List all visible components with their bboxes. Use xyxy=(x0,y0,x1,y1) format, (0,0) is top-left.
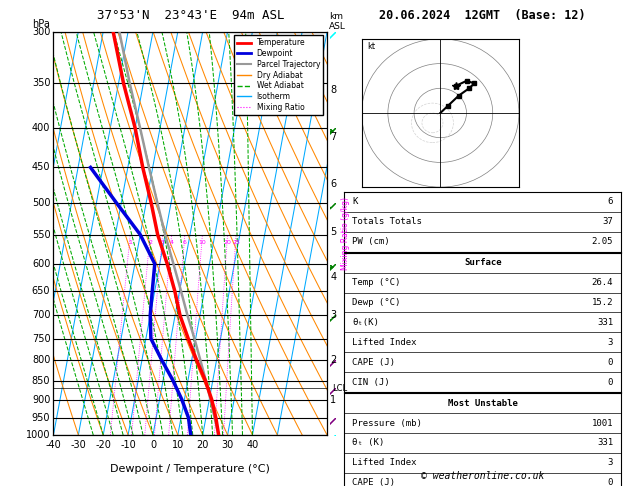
Text: 0: 0 xyxy=(608,378,613,387)
Text: 0: 0 xyxy=(608,358,613,367)
Text: 1: 1 xyxy=(330,395,337,405)
Text: -20: -20 xyxy=(95,440,111,450)
Legend: Temperature, Dewpoint, Parcel Trajectory, Dry Adiabat, Wet Adiabat, Isotherm, Mi: Temperature, Dewpoint, Parcel Trajectory… xyxy=(234,35,323,115)
Text: CIN (J): CIN (J) xyxy=(352,378,390,387)
Text: km
ASL: km ASL xyxy=(329,12,346,31)
Text: 6: 6 xyxy=(608,197,613,207)
Text: 37: 37 xyxy=(603,217,613,226)
Text: 1001: 1001 xyxy=(592,418,613,428)
Text: 37°53'N  23°43'E  94m ASL: 37°53'N 23°43'E 94m ASL xyxy=(96,9,284,22)
Text: 8: 8 xyxy=(330,85,337,95)
Text: Dewpoint / Temperature (°C): Dewpoint / Temperature (°C) xyxy=(110,464,270,474)
Text: 450: 450 xyxy=(32,162,50,173)
Text: 26.4: 26.4 xyxy=(592,278,613,287)
Text: LCL: LCL xyxy=(332,384,347,393)
Text: 1000: 1000 xyxy=(26,430,50,440)
Text: 350: 350 xyxy=(32,78,50,88)
Text: 2.05: 2.05 xyxy=(592,237,613,246)
Text: CAPE (J): CAPE (J) xyxy=(352,478,396,486)
Text: Temp (°C): Temp (°C) xyxy=(352,278,401,287)
Text: -10: -10 xyxy=(120,440,136,450)
Text: Lifted Index: Lifted Index xyxy=(352,458,417,468)
Text: 3: 3 xyxy=(608,458,613,468)
Text: 3: 3 xyxy=(330,311,337,320)
Text: 650: 650 xyxy=(32,286,50,295)
Text: Totals Totals: Totals Totals xyxy=(352,217,422,226)
Text: -30: -30 xyxy=(70,440,86,450)
Text: 600: 600 xyxy=(32,259,50,269)
Text: 20.06.2024  12GMT  (Base: 12): 20.06.2024 12GMT (Base: 12) xyxy=(379,9,586,22)
Text: kt: kt xyxy=(367,42,375,51)
Text: 10: 10 xyxy=(199,240,206,244)
Text: 2: 2 xyxy=(330,355,337,365)
Text: Pressure (mb): Pressure (mb) xyxy=(352,418,422,428)
Text: 20: 20 xyxy=(223,240,231,244)
Text: Most Unstable: Most Unstable xyxy=(448,399,518,408)
Text: 1: 1 xyxy=(128,240,132,244)
Text: Dewp (°C): Dewp (°C) xyxy=(352,298,401,307)
Text: PW (cm): PW (cm) xyxy=(352,237,390,246)
Text: Mixing Ratio (g/kg): Mixing Ratio (g/kg) xyxy=(342,197,350,270)
Text: 25: 25 xyxy=(232,240,240,244)
Text: 5: 5 xyxy=(330,226,337,237)
Text: -40: -40 xyxy=(45,440,62,450)
Text: θₜ (K): θₜ (K) xyxy=(352,438,385,448)
Text: 4: 4 xyxy=(170,240,174,244)
Text: 331: 331 xyxy=(597,438,613,448)
Text: K: K xyxy=(352,197,358,207)
Text: 700: 700 xyxy=(32,311,50,320)
Text: 20: 20 xyxy=(196,440,209,450)
Text: 950: 950 xyxy=(32,413,50,423)
Text: 800: 800 xyxy=(32,355,50,365)
Text: Surface: Surface xyxy=(464,258,501,267)
Text: 10: 10 xyxy=(172,440,184,450)
Text: 30: 30 xyxy=(221,440,234,450)
Text: 6: 6 xyxy=(183,240,187,244)
Text: 850: 850 xyxy=(32,376,50,385)
Text: 900: 900 xyxy=(32,395,50,405)
Text: 0: 0 xyxy=(608,478,613,486)
Text: 3: 3 xyxy=(160,240,165,244)
Text: θₜ(K): θₜ(K) xyxy=(352,318,379,327)
Text: 15.2: 15.2 xyxy=(592,298,613,307)
Text: 2: 2 xyxy=(148,240,152,244)
Text: 300: 300 xyxy=(32,27,50,36)
Text: 331: 331 xyxy=(597,318,613,327)
Text: 6: 6 xyxy=(330,179,337,189)
Text: 40: 40 xyxy=(247,440,259,450)
Text: 500: 500 xyxy=(32,198,50,208)
Text: CAPE (J): CAPE (J) xyxy=(352,358,396,367)
Text: 0: 0 xyxy=(150,440,156,450)
Text: hPa: hPa xyxy=(33,19,50,29)
Text: 4: 4 xyxy=(330,273,337,282)
Text: © weatheronline.co.uk: © weatheronline.co.uk xyxy=(421,471,545,481)
Text: Lifted Index: Lifted Index xyxy=(352,338,417,347)
Text: 750: 750 xyxy=(31,333,50,344)
Text: 550: 550 xyxy=(31,230,50,240)
Text: 400: 400 xyxy=(32,123,50,133)
Text: 7: 7 xyxy=(330,132,337,142)
Text: 3: 3 xyxy=(608,338,613,347)
